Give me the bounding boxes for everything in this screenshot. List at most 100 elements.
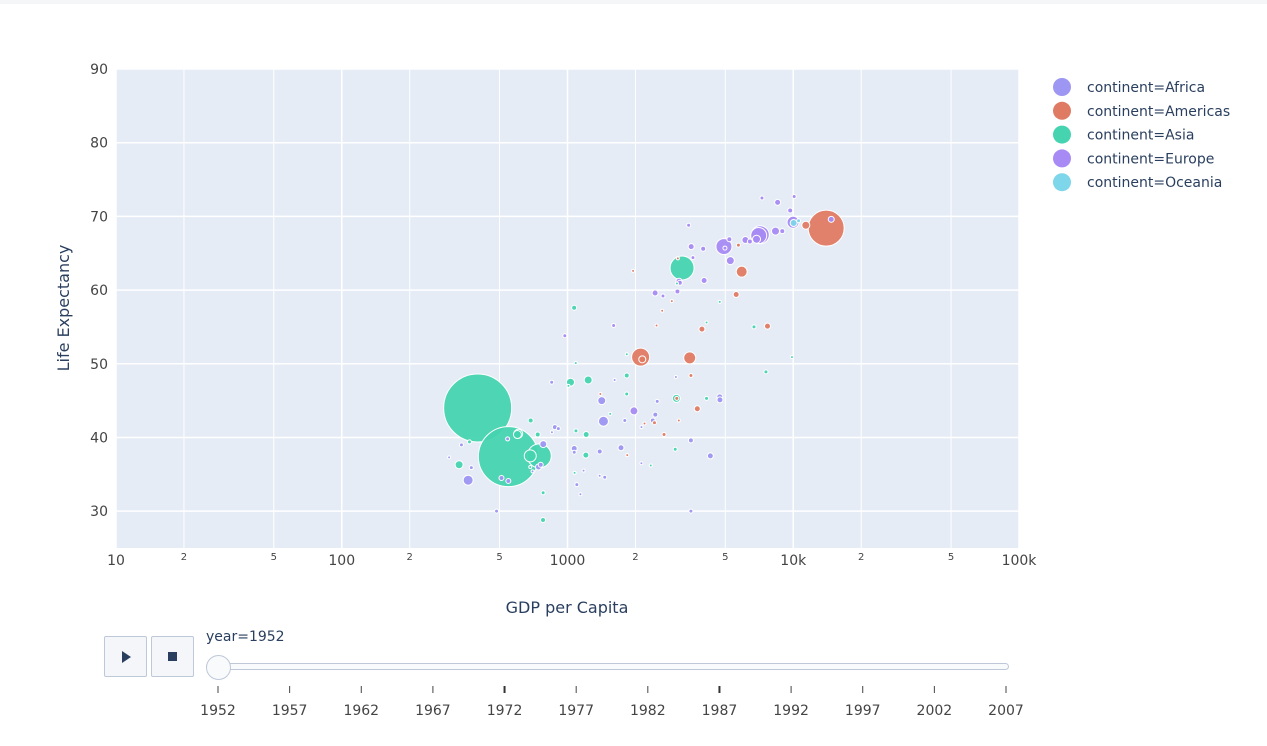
bubble-point[interactable] (751, 324, 757, 330)
bubble-point[interactable] (774, 198, 782, 206)
bubble-point[interactable] (807, 209, 845, 247)
bubble-point[interactable] (789, 355, 794, 360)
bubble-point[interactable] (454, 460, 464, 470)
bubble-point[interactable] (443, 373, 513, 443)
bubble-point[interactable] (447, 455, 452, 460)
bubble-point[interactable] (735, 242, 741, 248)
bubble-point[interactable] (688, 508, 694, 514)
bubble-point[interactable] (683, 351, 697, 365)
bubble-point[interactable] (582, 431, 590, 439)
bubble-point[interactable] (562, 333, 568, 339)
legend-item[interactable]: continent=Europe (1053, 149, 1214, 168)
bubble-point[interactable] (789, 219, 798, 228)
bubble-point[interactable] (598, 391, 603, 396)
bubble-point[interactable] (651, 420, 657, 426)
bubble-point[interactable] (534, 431, 541, 438)
bubble-point[interactable] (494, 508, 500, 514)
bubble-point[interactable] (660, 308, 665, 313)
bubble-point[interactable] (573, 361, 578, 366)
bubble-point[interactable] (540, 490, 546, 496)
bubble-point[interactable] (581, 468, 586, 473)
bubble-point[interactable] (549, 379, 555, 385)
bubble-point[interactable] (624, 352, 629, 357)
bubble-point[interactable] (732, 290, 740, 298)
bubble-point[interactable] (505, 477, 512, 484)
bubble-point[interactable] (566, 383, 571, 388)
bubble-point[interactable] (573, 428, 579, 434)
bubble-point[interactable] (688, 373, 694, 379)
bubble-point[interactable] (700, 276, 708, 284)
bubble-point[interactable] (674, 281, 679, 286)
stop-button[interactable] (151, 636, 194, 677)
bubble-point[interactable] (617, 444, 625, 452)
bubble-point[interactable] (672, 446, 678, 452)
bubble-point[interactable] (704, 320, 709, 325)
legend-item[interactable]: continent=Oceania (1053, 173, 1222, 192)
bubble-point[interactable] (673, 375, 678, 380)
bubble-point[interactable] (612, 377, 617, 382)
bubble-point[interactable] (796, 218, 802, 224)
bubble-point[interactable] (622, 418, 628, 424)
bubble-point[interactable] (669, 255, 695, 281)
bubble-point[interactable] (759, 195, 765, 201)
bubble-point[interactable] (660, 293, 666, 299)
bubble-point[interactable] (597, 396, 607, 406)
bubble-point[interactable] (735, 265, 748, 278)
bubble-point[interactable] (528, 464, 533, 469)
legend[interactable]: continent=Africa continent=Americas contin… (1053, 78, 1230, 192)
bubble-point[interactable] (512, 430, 522, 440)
bubble-point[interactable] (717, 299, 722, 304)
bubble-point[interactable] (638, 355, 647, 364)
bubble-point[interactable] (572, 470, 577, 475)
bubble-point[interactable] (654, 323, 659, 328)
bubble-point[interactable] (693, 405, 701, 413)
bubble-point[interactable] (530, 469, 535, 474)
bubble-point[interactable] (527, 417, 534, 424)
bubble-point[interactable] (654, 398, 660, 404)
bubble-point[interactable] (763, 369, 769, 375)
bubble-point[interactable] (690, 255, 696, 261)
bubble-point[interactable] (523, 449, 537, 463)
bubble-point[interactable] (466, 439, 472, 445)
bubble-point[interactable] (505, 436, 511, 442)
bubble-point[interactable] (629, 406, 639, 416)
bubble-point[interactable] (597, 473, 602, 478)
bubble-point[interactable] (661, 432, 667, 438)
bubble-point[interactable] (704, 395, 710, 401)
bubble-point[interactable] (700, 245, 707, 252)
play-button[interactable] (104, 636, 147, 677)
bubble-point[interactable] (611, 322, 617, 328)
bubble-point[interactable] (574, 482, 580, 488)
bubble-point[interactable] (706, 452, 714, 460)
bubble-point[interactable] (625, 453, 630, 458)
bubble-point[interactable] (583, 375, 593, 385)
bubble-point[interactable] (596, 448, 603, 455)
bubble-point[interactable] (722, 245, 728, 251)
bubble-point[interactable] (540, 516, 547, 523)
bubble-point[interactable] (624, 391, 630, 397)
bubble-point[interactable] (674, 395, 680, 401)
legend-item[interactable]: continent=Asia (1053, 125, 1194, 144)
bubble-point[interactable] (571, 304, 578, 311)
bubble-point[interactable] (674, 288, 681, 295)
bubble-point[interactable] (752, 234, 762, 244)
year-slider-track[interactable] (206, 663, 1009, 670)
bubble-point[interactable] (763, 322, 771, 330)
bubble-point[interactable] (669, 299, 674, 304)
bubble-point[interactable] (675, 256, 680, 261)
bubble-point[interactable] (639, 425, 644, 430)
bubble-point[interactable] (687, 437, 694, 444)
bubble-point[interactable] (801, 220, 811, 230)
bubble-point[interactable] (642, 421, 647, 426)
bubble-point[interactable] (725, 256, 735, 266)
year-slider-handle[interactable] (206, 655, 231, 680)
bubble-point[interactable] (648, 463, 653, 468)
bubble-point[interactable] (687, 243, 695, 251)
bubble-point[interactable] (582, 451, 590, 459)
bubble-point[interactable] (571, 449, 577, 455)
bubble-point[interactable] (652, 411, 659, 418)
bubble-point[interactable] (726, 236, 733, 243)
bubble-point[interactable] (498, 474, 505, 481)
bubble-point[interactable] (602, 474, 608, 480)
legend-item[interactable]: continent=Africa (1053, 78, 1205, 96)
